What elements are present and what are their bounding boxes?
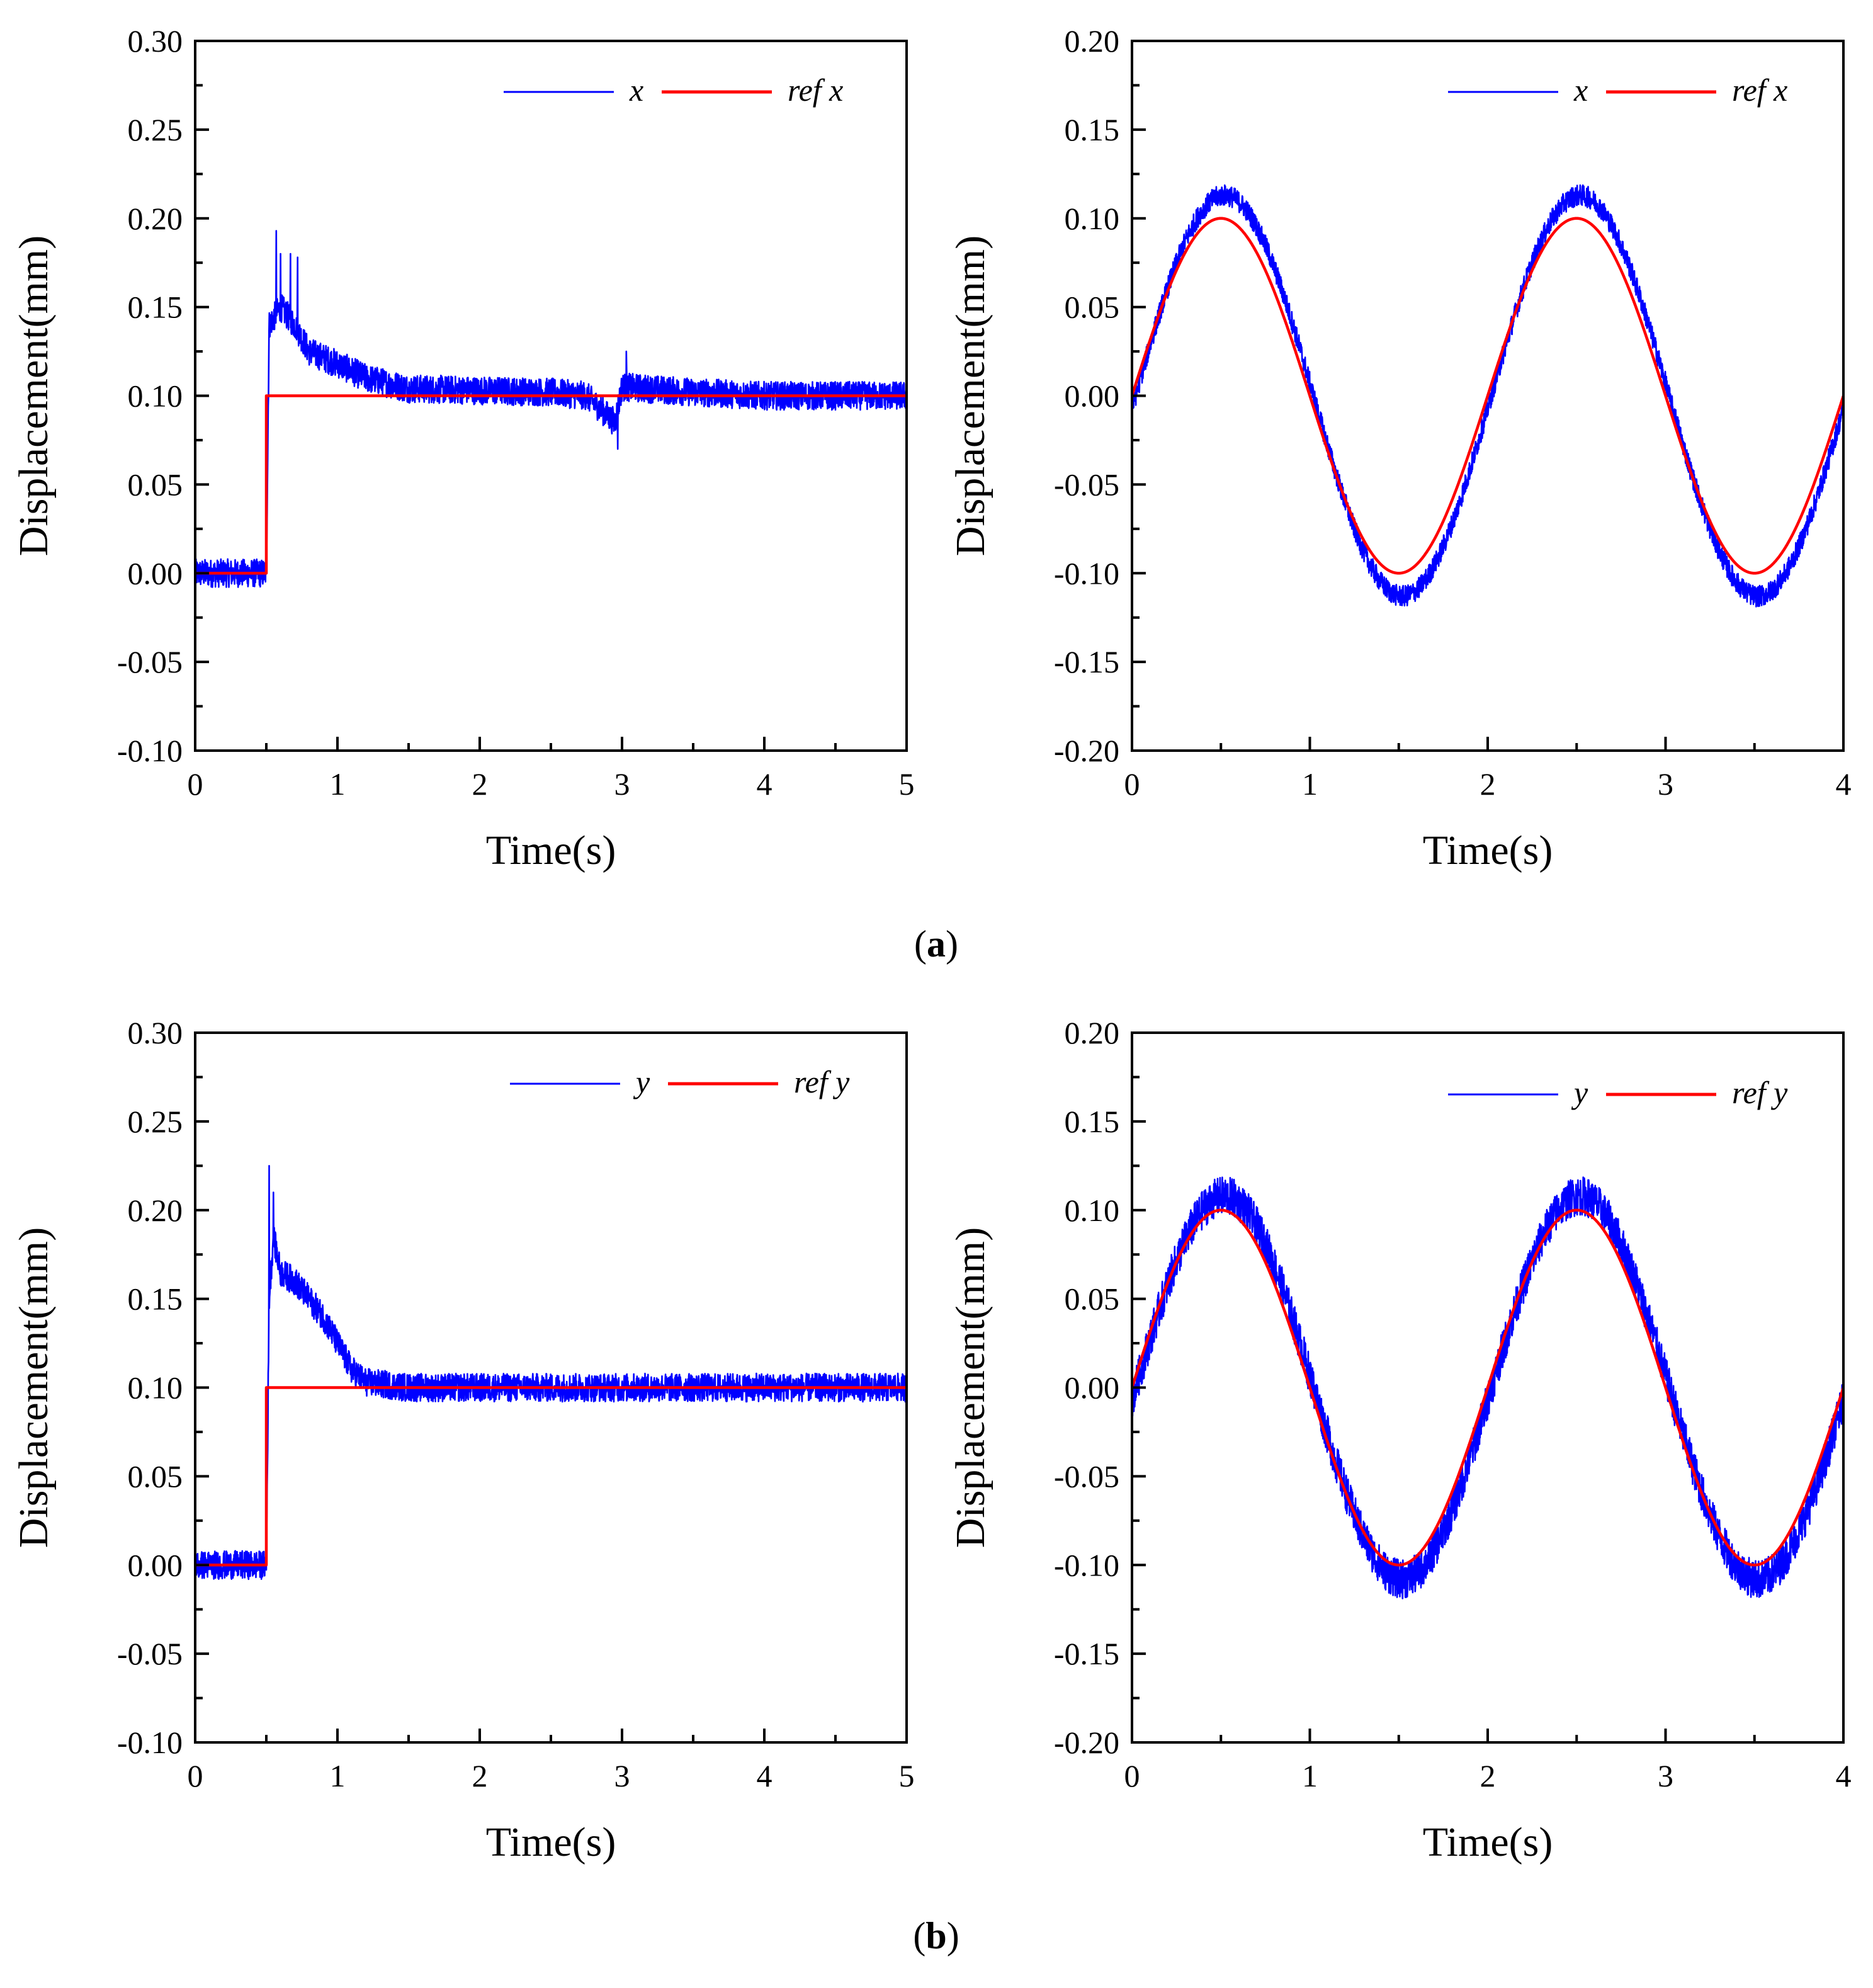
y-tick-label: 0.25 — [128, 112, 183, 147]
y-tick-label: 0.05 — [128, 1458, 183, 1494]
legend-label-ref-y: ref y — [1732, 1075, 1788, 1110]
y-tick-label: 0.05 — [128, 467, 183, 502]
legend-label-y: y — [1571, 1075, 1588, 1110]
x-tick-label: 3 — [614, 766, 630, 802]
y-tick-label: -0.10 — [117, 733, 183, 768]
x-tick-label: 2 — [472, 766, 488, 802]
plot-area — [1132, 184, 1843, 608]
legend: x ref x — [504, 72, 843, 108]
series-line-ref-y — [195, 1386, 907, 1567]
caption-a-label: a — [927, 923, 946, 965]
y-tick-label: -0.10 — [117, 1725, 183, 1760]
legend-label-x: x — [1573, 72, 1588, 108]
x-tick-label: 1 — [1302, 766, 1318, 802]
chart-sine-y: 0 1 2 3 4 0.20 0.15 0.10 0.05 0.00 -0.05 -0.10 -0.15… — [948, 1015, 1852, 1865]
y-tick-label: 0.20 — [1065, 23, 1120, 59]
y-tick-label: 0.10 — [128, 1370, 183, 1406]
y-tick-label: 0.00 — [1065, 1370, 1120, 1406]
x-tick-label: 0 — [188, 1758, 203, 1793]
x-axis-title: Time(s) — [1423, 1819, 1553, 1865]
legend-label-y: y — [633, 1064, 650, 1099]
x-axis-title: Time(s) — [486, 827, 616, 873]
series-line-x — [1132, 184, 1843, 608]
legend: y ref y — [1448, 1075, 1788, 1110]
legend: x ref x — [1448, 72, 1787, 108]
x-tick-label: 1 — [330, 1758, 346, 1793]
y-tick-label: -0.05 — [1054, 467, 1119, 502]
x-tick-label: 3 — [614, 1758, 630, 1793]
y-tick-label: 0.15 — [128, 290, 183, 325]
y-tick-label: 0.05 — [1065, 1281, 1120, 1317]
y-tick-label: -0.05 — [117, 1636, 183, 1671]
y-tick-label: 0.30 — [128, 23, 183, 59]
x-tick-label: 0 — [188, 766, 203, 802]
y-tick-label: 0.20 — [128, 1193, 183, 1228]
y-tick-label: -0.05 — [1054, 1458, 1119, 1494]
y-axis-title: Displacement(mm) — [11, 1227, 57, 1548]
y-tick-label: -0.05 — [117, 644, 183, 679]
y-tick-label: -0.20 — [1054, 1725, 1119, 1760]
caption-b-label: b — [925, 1915, 947, 1957]
y-tick-label: 0.00 — [1065, 378, 1120, 414]
y-tick-label: -0.15 — [1054, 1636, 1119, 1671]
plot-area — [1132, 1176, 1843, 1599]
y-axis-title: Displacement(mm) — [948, 1227, 993, 1548]
x-tick-label: 4 — [757, 766, 772, 802]
x-tick-label: 4 — [757, 1758, 772, 1793]
chart-step-x: 0 1 2 3 4 5 0.30 0.25 0.20 0.15 0.10 0.05 0.00 -0.05 -… — [11, 23, 915, 873]
y-tick-label: 0.25 — [128, 1104, 183, 1139]
chart-sine-x: 0 1 2 3 4 0.20 0.15 0.10 0.05 0.00 -0.05 -0.10 -0.15… — [948, 23, 1852, 873]
y-tick-label: 0.00 — [128, 1547, 183, 1582]
y-tick-label: 0.20 — [1065, 1015, 1120, 1050]
x-axis-title: Time(s) — [1423, 827, 1553, 873]
x-tick-label: 5 — [899, 766, 915, 802]
x-tick-label: 0 — [1124, 1758, 1140, 1793]
series-line-y — [195, 1165, 907, 1581]
series-line-ref-y — [1132, 1208, 1843, 1567]
x-tick-label: 3 — [1658, 1758, 1673, 1793]
x-tick-label: 2 — [1480, 1758, 1496, 1793]
y-tick-label: -0.10 — [1054, 1547, 1119, 1582]
series-line-ref-x — [1132, 217, 1843, 575]
x-axis-title: Time(s) — [486, 1819, 616, 1865]
y-tick-label: 0.15 — [128, 1281, 183, 1317]
series-line-x — [195, 230, 907, 588]
legend-label-ref-x: ref x — [1732, 72, 1787, 108]
legend-label-x: x — [629, 72, 643, 108]
x-tick-label: 2 — [472, 1758, 488, 1793]
x-tick-label: 4 — [1836, 766, 1852, 802]
y-tick-label: 0.10 — [128, 378, 183, 414]
legend: y ref y — [510, 1064, 850, 1099]
y-tick-label: 0.05 — [1065, 290, 1120, 325]
x-tick-label: 2 — [1480, 766, 1496, 802]
y-axis-title: Displacement(mm) — [11, 236, 57, 557]
y-tick-label: -0.10 — [1054, 555, 1119, 591]
y-tick-label: -0.20 — [1054, 733, 1119, 768]
x-tick-label: 0 — [1124, 766, 1140, 802]
y-tick-label: 0.30 — [128, 1015, 183, 1050]
y-tick-label: 0.15 — [1065, 1104, 1120, 1139]
caption-a: (a) — [914, 923, 958, 965]
x-tick-label: 4 — [1836, 1758, 1852, 1793]
legend-label-ref-x: ref x — [788, 72, 843, 108]
y-tick-label: 0.10 — [1065, 201, 1120, 236]
y-tick-label: 0.20 — [128, 201, 183, 236]
x-tick-label: 1 — [330, 766, 346, 802]
x-tick-label: 1 — [1302, 1758, 1318, 1793]
x-tick-label: 3 — [1658, 766, 1673, 802]
y-tick-label: -0.15 — [1054, 644, 1119, 679]
x-tick-label: 5 — [899, 1758, 915, 1793]
y-tick-label: 0.15 — [1065, 112, 1120, 147]
y-axis-title: Displacement(mm) — [948, 236, 993, 557]
y-tick-label: 0.00 — [128, 555, 183, 591]
y-tick-label: 0.10 — [1065, 1193, 1120, 1228]
legend-label-ref-y: ref y — [794, 1064, 850, 1099]
chart-step-y: 0 1 2 3 4 5 0.30 0.25 0.20 0.15 0.10 0.05 0.00 -0.05 -… — [11, 1015, 915, 1865]
plot-area — [195, 230, 907, 588]
caption-b: (b) — [913, 1915, 959, 1957]
plot-area — [195, 1165, 907, 1581]
series-line-ref-x — [195, 394, 907, 575]
